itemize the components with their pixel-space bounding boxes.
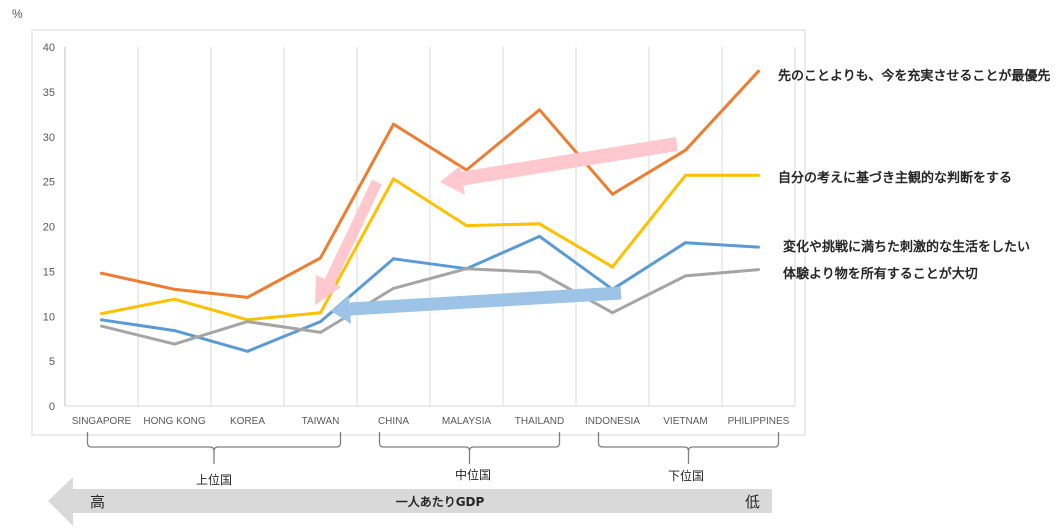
data-point	[392, 177, 395, 181]
group-bracket	[86, 432, 342, 464]
x-tick-label: VIETNAM	[663, 416, 707, 427]
data-point	[392, 286, 395, 290]
data-point	[684, 173, 687, 177]
data-point	[538, 270, 541, 274]
data-point	[246, 349, 249, 353]
trend-arrow-pink-down	[315, 179, 382, 305]
data-point	[538, 108, 541, 112]
data-point	[611, 265, 614, 269]
y-tick-label: 40	[43, 42, 55, 54]
chart-area	[31, 29, 806, 436]
data-point	[757, 268, 760, 272]
x-tick-label: HONG KONG	[143, 416, 205, 427]
y-tick-label: 5	[49, 356, 55, 368]
y-axis-unit: %	[12, 7, 23, 21]
series-line	[101, 234, 759, 353]
gdp-axis-label: 一人あたりGDP	[396, 494, 485, 509]
data-point	[100, 312, 103, 316]
data-point	[757, 245, 760, 249]
data-point	[684, 274, 687, 278]
y-tick-label: 25	[43, 177, 55, 189]
series-label: 変化や挑戦に満ちた刺激的な生活をしたい	[783, 239, 1030, 255]
series-line	[101, 70, 760, 299]
data-point	[173, 342, 176, 346]
x-tick-label: INDONESIA	[585, 416, 640, 427]
data-point	[611, 311, 614, 315]
data-point	[392, 122, 395, 126]
trend-arrow-pink-left	[440, 137, 679, 195]
series-line	[101, 173, 759, 322]
data-point	[246, 295, 249, 299]
y-tick-label: 35	[43, 87, 55, 99]
group-label-upper: 上位国	[196, 472, 232, 487]
data-point	[538, 234, 541, 238]
series-line	[101, 267, 759, 346]
series-label: 自分の考えに基づき主観的な判断をする	[778, 170, 1012, 186]
group-label-lower: 下位国	[668, 468, 704, 483]
group-bracket	[378, 432, 561, 464]
data-point	[465, 168, 468, 172]
data-point	[319, 330, 322, 334]
group-label-middle: 中位国	[455, 467, 491, 482]
x-tick-label: THAILAND	[515, 416, 564, 427]
data-point	[246, 320, 249, 324]
data-point	[757, 173, 760, 177]
series-label: 体験より物を所有することが大切	[783, 266, 978, 282]
data-point	[319, 311, 322, 315]
data-point	[100, 324, 103, 328]
y-tick-label: 30	[43, 132, 55, 144]
x-tick-label: TAIWAN	[302, 416, 340, 427]
x-tick-label: MALAYSIA	[442, 416, 492, 427]
data-point	[684, 148, 687, 152]
data-point	[173, 329, 176, 333]
gdp-axis-arrow	[48, 477, 772, 526]
x-tick-label: KOREA	[230, 416, 265, 427]
data-point	[465, 224, 468, 228]
x-tick-label: PHILIPPINES	[728, 416, 790, 427]
y-tick-label: 10	[43, 311, 55, 323]
y-tick-label: 15	[43, 266, 55, 278]
trend-arrow-blue-left	[331, 286, 622, 324]
data-point	[611, 192, 614, 196]
data-point	[173, 287, 176, 291]
series-label: 先のことよりも、今を充実させることが最優先	[778, 68, 1050, 84]
gdp-high-label: 高	[90, 493, 105, 511]
data-point	[684, 241, 687, 245]
data-point	[100, 318, 103, 322]
data-point	[319, 320, 322, 324]
data-point	[100, 271, 103, 275]
data-point	[392, 257, 395, 261]
x-tick-label: SINGAPORE	[72, 416, 132, 427]
x-tick-label: CHINA	[378, 416, 409, 427]
data-point	[319, 256, 322, 260]
data-point	[173, 297, 176, 301]
gdp-low-label: 低	[745, 493, 760, 511]
data-point	[538, 222, 541, 226]
y-tick-label: 0	[49, 401, 55, 413]
group-bracket	[597, 432, 780, 464]
data-point	[757, 69, 760, 73]
data-point	[465, 267, 468, 271]
y-tick-label: 20	[43, 222, 55, 234]
